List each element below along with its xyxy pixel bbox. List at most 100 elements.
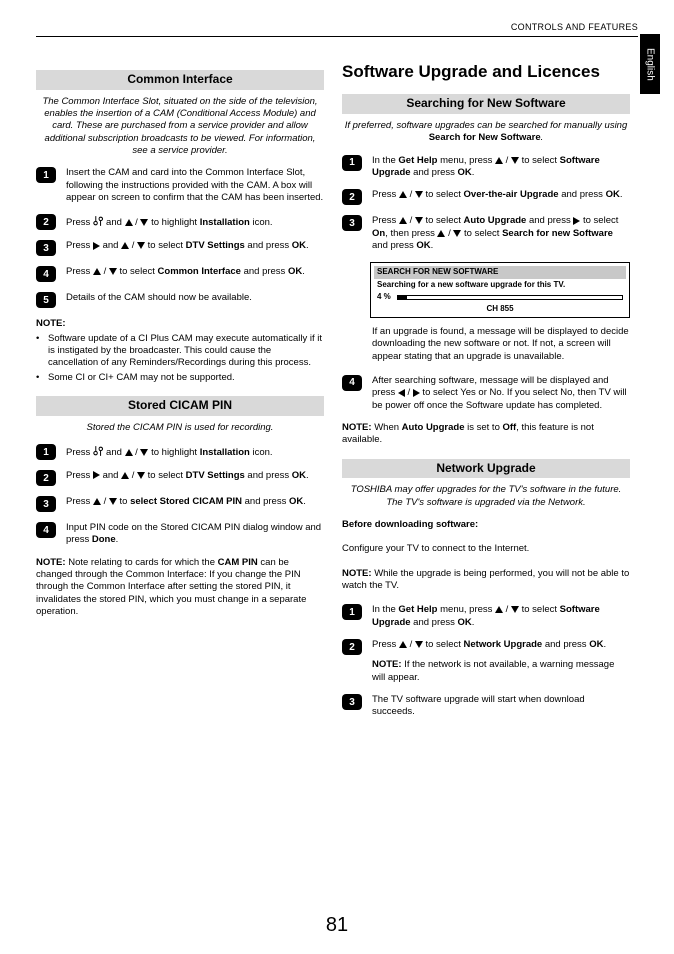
step-number: 4 <box>36 522 56 538</box>
step-number: 2 <box>36 214 56 230</box>
down-icon <box>415 191 423 198</box>
down-icon <box>511 606 519 613</box>
heading-software-upgrade-licences: Software Upgrade and Licences <box>342 62 630 82</box>
down-icon <box>109 498 117 505</box>
step-body: Insert the CAM and card into the Common … <box>66 167 324 204</box>
search-software-screen: SEARCH FOR NEW SOFTWARE Searching for a … <box>370 262 630 318</box>
sw-note: NOTE: When Auto Upgrade is set to Off, t… <box>342 422 630 447</box>
right-icon <box>93 242 100 250</box>
up-icon <box>437 230 445 237</box>
sw-step-1: 1 In the Get Help menu, press / to selec… <box>342 155 630 180</box>
step-body: Press and / to select DTV Settings and p… <box>66 470 324 486</box>
page-number: 81 <box>0 912 674 938</box>
right-icon <box>413 389 420 397</box>
heading-stored-cicam-pin: Stored CICAM PIN <box>36 396 324 416</box>
sw-after-box: If an upgrade is found, a message will b… <box>372 326 630 363</box>
up-icon <box>399 641 407 648</box>
wrench-icon: ⫰⫯ <box>93 214 103 228</box>
step-number: 3 <box>342 694 362 710</box>
net-note1: NOTE: While the upgrade is being perform… <box>342 568 630 593</box>
cicam-step-1: 1 Press ⫰⫯ and / to highlight Installati… <box>36 444 324 460</box>
cicam-step-4: 4 Input PIN code on the Stored CICAM PIN… <box>36 522 324 547</box>
sw-step-3: 3 Press / to select Auto Upgrade and pre… <box>342 215 630 252</box>
net-step-1: 1 In the Get Help menu, press / to selec… <box>342 604 630 629</box>
net-step-3: 3 The TV software upgrade will start whe… <box>342 694 630 719</box>
content-columns: Common Interface The Common Interface Sl… <box>36 62 630 904</box>
page-header: CONTROLS AND FEATURES <box>36 22 638 37</box>
step-body: Press ⫰⫯ and / to highlight Installation… <box>66 214 324 230</box>
step-body: Press / to select Auto Upgrade and press… <box>372 215 630 252</box>
up-icon <box>495 606 503 613</box>
up-icon <box>93 268 101 275</box>
intro-cicam: Stored the CICAM PIN is used for recordi… <box>36 422 324 434</box>
cicam-step-3: 3 Press / to select Stored CICAM PIN and… <box>36 496 324 512</box>
step-number: 3 <box>342 215 362 231</box>
step-number: 5 <box>36 292 56 308</box>
intro-network-upgrade: TOSHIBA may offer upgrades for the TV's … <box>342 484 630 509</box>
cicam-step-2: 2 Press and / to select DTV Settings and… <box>36 470 324 486</box>
step-number: 1 <box>36 444 56 460</box>
left-icon <box>398 389 405 397</box>
step-number: 3 <box>36 496 56 512</box>
up-icon <box>125 449 133 456</box>
down-icon <box>415 641 423 648</box>
step-body: Press / to select Common Interface and p… <box>66 266 324 282</box>
progress-bar <box>397 295 623 300</box>
up-icon <box>125 219 133 226</box>
screen-pct: 4 % <box>377 292 391 302</box>
down-icon <box>137 472 145 479</box>
cicam-note: NOTE: Note relating to cards for which t… <box>36 557 324 619</box>
ci-step-4: 4 Press / to select Common Interface and… <box>36 266 324 282</box>
config-line: Configure your TV to connect to the Inte… <box>342 543 630 555</box>
wrench-icon: ⫰⫯ <box>93 444 103 458</box>
down-icon <box>109 268 117 275</box>
sw-step-2: 2 Press / to select Over-the-air Upgrade… <box>342 189 630 205</box>
right-icon <box>93 471 100 479</box>
intro-common-interface: The Common Interface Slot, situated on t… <box>36 96 324 158</box>
language-tab: English <box>640 34 660 94</box>
step-body: Press / to select Stored CICAM PIN and p… <box>66 496 324 512</box>
ci-step-3: 3 Press and / to select DTV Settings and… <box>36 240 324 256</box>
down-icon <box>415 217 423 224</box>
step-number: 2 <box>342 189 362 205</box>
screen-title: SEARCH FOR NEW SOFTWARE <box>374 266 626 278</box>
up-icon <box>495 157 503 164</box>
ci-notes: NOTE: •Software update of a CI Plus CAM … <box>36 318 324 384</box>
down-icon <box>511 157 519 164</box>
step-number: 1 <box>342 604 362 620</box>
step-number: 2 <box>36 470 56 486</box>
step-number: 1 <box>342 155 362 171</box>
screen-channel: CH 855 <box>374 304 626 314</box>
step-body: Press ⫰⫯ and / to highlight Installation… <box>66 444 324 460</box>
step-body: Press / to select Network Upgrade and pr… <box>372 639 630 684</box>
sw-step-4: 4 After searching software, message will… <box>342 375 630 412</box>
heading-common-interface: Common Interface <box>36 70 324 90</box>
ci-step-5: 5 Details of the CAM should now be avail… <box>36 292 324 308</box>
ci-step-2: 2 Press ⫰⫯ and / to highlight Installati… <box>36 214 324 230</box>
step-body: In the Get Help menu, press / to select … <box>372 155 630 180</box>
step-number: 2 <box>342 639 362 655</box>
step-number: 1 <box>36 167 56 183</box>
down-icon <box>137 242 145 249</box>
heading-network-upgrade: Network Upgrade <box>342 459 630 479</box>
step-body: Details of the CAM should now be availab… <box>66 292 324 308</box>
step-number: 4 <box>36 266 56 282</box>
ci-step-1: 1 Insert the CAM and card into the Commo… <box>36 167 324 204</box>
step-body: Press / to select Over-the-air Upgrade a… <box>372 189 630 205</box>
before-download-label: Before downloading software: <box>342 519 630 531</box>
step-number: 4 <box>342 375 362 391</box>
up-icon <box>399 191 407 198</box>
step-body: Input PIN code on the Stored CICAM PIN d… <box>66 522 324 547</box>
net-step-2: 2 Press / to select Network Upgrade and … <box>342 639 630 684</box>
up-icon <box>121 472 129 479</box>
screen-line: Searching for a new software upgrade for… <box>374 279 626 291</box>
step-body: The TV software upgrade will start when … <box>372 694 630 719</box>
up-icon <box>121 242 129 249</box>
step-body: In the Get Help menu, press / to select … <box>372 604 630 629</box>
step-number: 3 <box>36 240 56 256</box>
intro-search-software: If preferred, software upgrades can be s… <box>342 120 630 145</box>
up-icon <box>399 217 407 224</box>
step-body: Press and / to select DTV Settings and p… <box>66 240 324 256</box>
up-icon <box>93 498 101 505</box>
step-body: After searching software, message will b… <box>372 375 630 412</box>
